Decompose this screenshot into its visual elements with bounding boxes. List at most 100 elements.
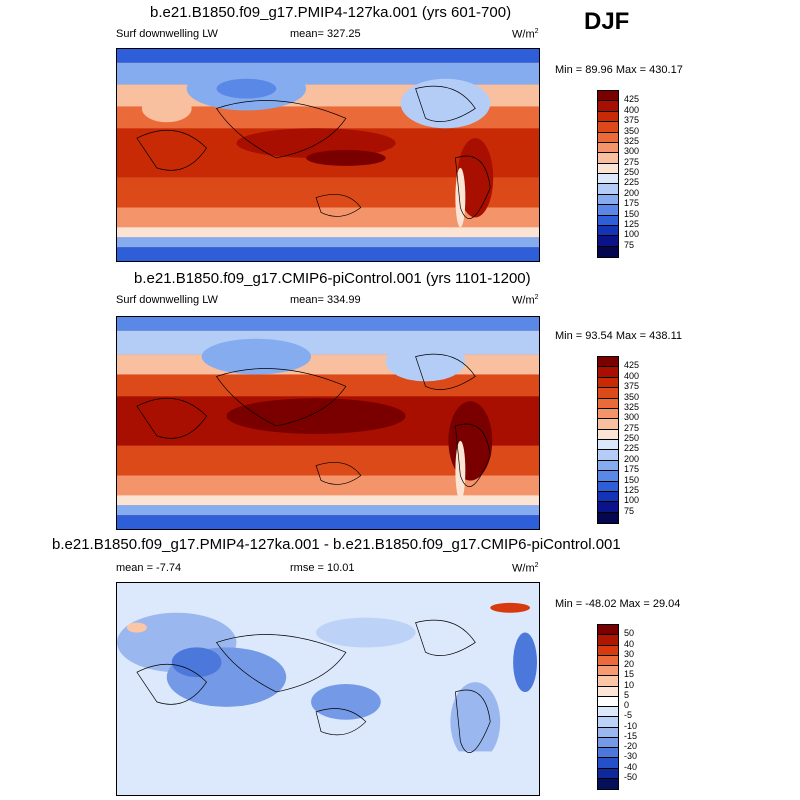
colorbar-tick-label: 300 <box>624 412 640 423</box>
panel2-map-field <box>117 317 539 529</box>
colorbar-swatch <box>598 737 618 748</box>
colorbar-tick-label: 350 <box>624 125 640 136</box>
colorbar-tick-label: 400 <box>624 370 640 381</box>
panel3-mean-label: mean = -7.74 <box>116 562 182 574</box>
colorbar-swatch <box>598 367 618 378</box>
colorbar-swatch <box>598 676 618 687</box>
colorbar-tick-label: 400 <box>624 104 640 115</box>
panel2-mean-label: mean= 334.99 <box>290 294 361 306</box>
panel3-title: b.e21.B1850.f09_g17.PMIP4-127ka.001 - b.… <box>52 536 621 553</box>
colorbar-tick-label: 200 <box>624 453 640 464</box>
colorbar-swatch <box>598 481 618 492</box>
panel3-colorbar <box>597 624 619 790</box>
colorbar-swatch <box>598 440 618 451</box>
colorbar-tick-label: 15 <box>624 669 635 680</box>
colorbar-tick-label: -5 <box>624 710 633 721</box>
colorbar-tick-label: 300 <box>624 146 640 157</box>
colorbar-tick-label: 225 <box>624 177 640 188</box>
panel2-minmax-label: Min = 93.54 Max = 438.11 <box>555 330 682 342</box>
colorbar-tick-label: 100 <box>624 495 640 506</box>
colorbar-swatch <box>598 758 618 769</box>
colorbar-swatch <box>598 215 618 226</box>
colorbar-swatch <box>598 686 618 697</box>
colorbar-swatch <box>598 91 618 102</box>
panel2-colorbar <box>597 356 619 524</box>
panel1-map-field <box>117 49 539 261</box>
colorbar-swatch <box>598 768 618 779</box>
colorbar-tick-label: 375 <box>624 381 640 392</box>
colorbar-tick-label: 20 <box>624 659 635 669</box>
colorbar-tick-label: 150 <box>624 474 640 485</box>
panel3-map-field <box>117 583 539 795</box>
colorbar-swatch <box>598 666 618 677</box>
colorbar-tick-label: 325 <box>624 401 640 412</box>
colorbar-swatch <box>598 717 618 728</box>
colorbar-swatch <box>598 194 618 206</box>
colorbar-swatch <box>598 460 618 472</box>
panel1-minmax-label: Min = 89.96 Max = 430.17 <box>555 64 683 76</box>
colorbar-swatch <box>598 419 618 430</box>
colorbar-tick-label: 150 <box>624 208 640 219</box>
colorbar-swatch <box>598 174 618 185</box>
colorbar-swatch <box>598 748 618 759</box>
colorbar-tick-label: 425 <box>624 360 640 371</box>
colorbar-tick-label: 175 <box>624 198 640 209</box>
colorbar-swatch <box>598 491 618 503</box>
colorbar-swatch <box>598 727 618 738</box>
colorbar-tick-label: -50 <box>624 771 638 782</box>
colorbar-tick-label: 250 <box>624 433 640 443</box>
colorbar-swatch <box>598 450 618 461</box>
colorbar-tick-label: 40 <box>624 638 635 649</box>
colorbar-swatch <box>598 246 618 257</box>
colorbar-swatch <box>598 388 618 399</box>
colorbar-tick-label: 250 <box>624 167 640 177</box>
panel3-units-label: W/m2 <box>512 562 539 575</box>
colorbar-tick-label: 100 <box>624 229 640 240</box>
colorbar-tick-label: 275 <box>624 156 640 167</box>
colorbar-swatch <box>598 398 618 409</box>
colorbar-swatch <box>598 696 618 707</box>
colorbar-tick-label: 200 <box>624 187 640 198</box>
season-label: DJF <box>584 8 630 35</box>
colorbar-swatch <box>598 502 618 513</box>
colorbar-swatch <box>598 132 618 143</box>
colorbar-swatch <box>598 377 618 389</box>
colorbar-tick-label: 0 <box>624 700 630 710</box>
colorbar-tick-label: 50 <box>624 628 635 639</box>
panel3-rmse-label: rmse = 10.01 <box>290 562 355 574</box>
colorbar-swatch <box>598 512 618 523</box>
panel2-map <box>116 316 540 530</box>
colorbar-swatch <box>598 408 618 420</box>
colorbar-tick-label: 125 <box>624 218 640 229</box>
colorbar-swatch <box>598 111 618 123</box>
colorbar-swatch <box>598 184 618 195</box>
panel1-units-label: W/m2 <box>512 28 539 41</box>
colorbar-tick-label: 275 <box>624 422 640 433</box>
colorbar-tick-label: -40 <box>624 761 638 772</box>
colorbar-swatch <box>598 471 618 482</box>
colorbar-tick-label: 350 <box>624 391 640 402</box>
colorbar-swatch <box>598 101 618 112</box>
colorbar-swatch <box>598 625 618 636</box>
colorbar-swatch <box>598 357 618 368</box>
colorbar-swatch <box>598 236 618 247</box>
colorbar-swatch <box>598 645 618 656</box>
colorbar-tick-label: 175 <box>624 464 640 475</box>
colorbar-swatch <box>598 122 618 133</box>
panel3-map <box>116 582 540 796</box>
colorbar-tick-label: 30 <box>624 648 635 659</box>
colorbar-tick-label: 75 <box>624 505 635 516</box>
colorbar-tick-label: 75 <box>624 239 635 250</box>
colorbar-tick-label: -15 <box>624 730 638 741</box>
panel1-map <box>116 48 540 262</box>
panel1-variable-label: Surf downwelling LW <box>116 28 218 40</box>
colorbar-swatch <box>598 225 618 237</box>
panel3-minmax-label: Min = -48.02 Max = 29.04 <box>555 598 681 610</box>
colorbar-swatch <box>598 163 618 174</box>
colorbar-tick-label: -10 <box>624 720 638 731</box>
colorbar-swatch <box>598 778 618 789</box>
colorbar-tick-label: 10 <box>624 679 635 690</box>
colorbar-tick-label: -30 <box>624 751 638 762</box>
colorbar-tick-label: 375 <box>624 115 640 126</box>
panel1-mean-label: mean= 327.25 <box>290 28 361 40</box>
